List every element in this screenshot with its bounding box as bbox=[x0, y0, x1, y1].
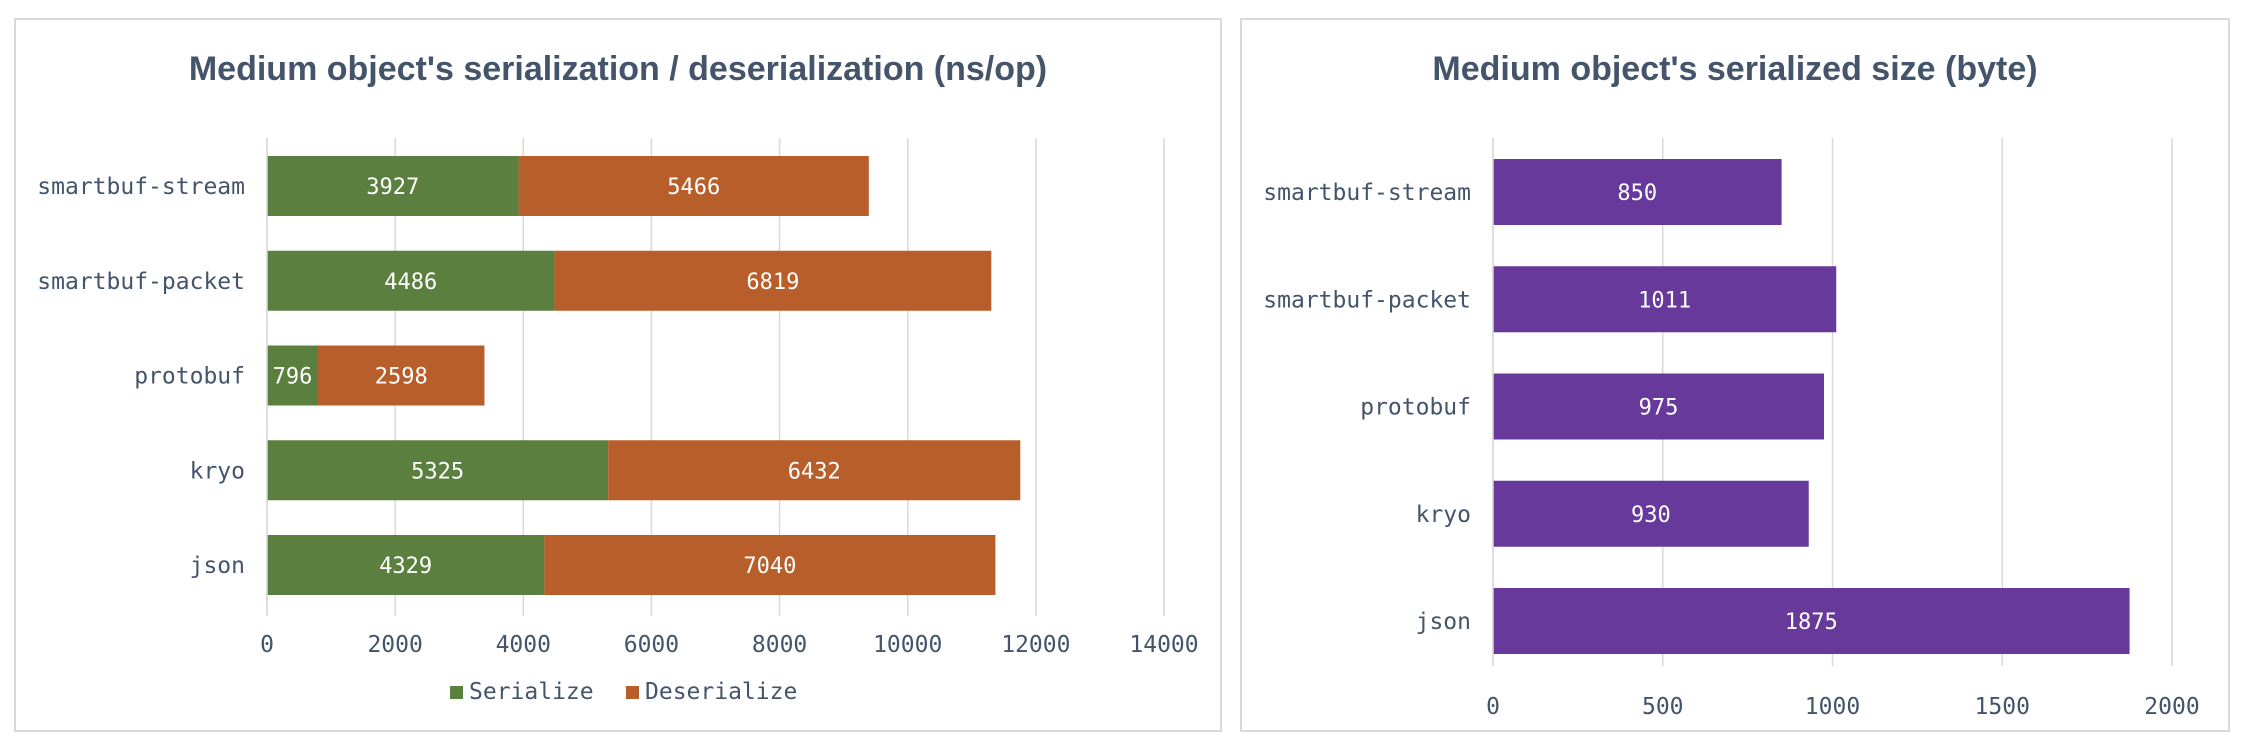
bar-value-label: 1011 bbox=[1638, 288, 1691, 313]
category-label: smartbuf-stream bbox=[1263, 180, 1471, 206]
x-tick-label: 1000 bbox=[1805, 694, 1860, 720]
category-label: kryo bbox=[1416, 502, 1471, 528]
x-tick-label: 6000 bbox=[624, 632, 679, 658]
x-tick-label: 4000 bbox=[496, 632, 551, 658]
x-tick-label: 0 bbox=[1486, 694, 1500, 720]
x-tick-label: 12000 bbox=[1001, 632, 1070, 658]
x-tick-label: 8000 bbox=[752, 632, 807, 658]
serialize-bar bbox=[267, 156, 519, 216]
category-label: json bbox=[190, 553, 245, 579]
bar-value-label: 850 bbox=[1617, 181, 1657, 206]
serialize-bar bbox=[267, 440, 609, 501]
size-bar bbox=[1493, 480, 1809, 547]
deserialize-bar bbox=[554, 250, 992, 311]
serialize-bar bbox=[267, 345, 319, 406]
time-chart-panel: Medium object's serialization / deserial… bbox=[14, 18, 1222, 732]
legend-serialize-swatch bbox=[450, 686, 463, 699]
serialize-bar bbox=[267, 250, 555, 311]
x-tick-label: 500 bbox=[1642, 694, 1684, 720]
bar-value-label: 6819 bbox=[746, 270, 799, 295]
bar-value-label: 975 bbox=[1639, 396, 1679, 421]
size-chart-panel: Medium object's serialized size (byte) 0… bbox=[1240, 18, 2230, 732]
size-bar bbox=[1493, 373, 1825, 440]
bar-value-label: 1875 bbox=[1785, 610, 1838, 635]
x-tick-label: 14000 bbox=[1129, 632, 1198, 658]
category-label: protobuf bbox=[134, 364, 245, 390]
category-label: smartbuf-packet bbox=[37, 269, 245, 295]
x-tick-label: 2000 bbox=[367, 632, 422, 658]
x-tick-label: 1500 bbox=[1975, 694, 2030, 720]
size-bar bbox=[1493, 266, 1837, 333]
bar-value-label: 796 bbox=[273, 365, 313, 390]
time-chart-title: Medium object's serialization / deserial… bbox=[188, 50, 1048, 88]
bar-value-label: 4486 bbox=[384, 270, 437, 295]
serialize-bar bbox=[267, 535, 545, 595]
bar-value-label: 3927 bbox=[366, 175, 419, 200]
category-label: json bbox=[1416, 609, 1471, 635]
deserialize-bar bbox=[318, 345, 485, 406]
legend-serialize-label: Serialize bbox=[469, 679, 594, 705]
deserialize-bar bbox=[544, 535, 996, 595]
size-chart-plot: 0 500 1000 1500 2000 smartbuf-stream 850 smartb… bbox=[1263, 138, 2200, 720]
size-bar bbox=[1493, 588, 2130, 654]
legend-deserialize-label: Deserialize bbox=[645, 679, 797, 705]
category-label: smartbuf-packet bbox=[1263, 287, 1471, 313]
size-bar bbox=[1493, 159, 1782, 225]
bar-value-label: 5325 bbox=[411, 459, 464, 484]
time-chart-plot: 0 2000 4000 6000 8000 10000 12000 14000 smartbuf… bbox=[37, 138, 1199, 705]
x-tick-label: 0 bbox=[260, 632, 274, 658]
legend-deserialize-swatch bbox=[626, 686, 639, 699]
category-label: smartbuf-stream bbox=[37, 174, 245, 200]
bar-value-label: 2598 bbox=[375, 365, 428, 390]
bar-value-label: 7040 bbox=[743, 554, 796, 579]
category-label: protobuf bbox=[1360, 395, 1471, 421]
size-chart-title: Medium object's serialized size (byte) bbox=[1432, 50, 2038, 88]
x-tick-label: 2000 bbox=[2144, 694, 2199, 720]
bar-value-label: 4329 bbox=[379, 554, 432, 579]
x-tick-label: 10000 bbox=[873, 632, 942, 658]
deserialize-bar bbox=[518, 156, 869, 216]
legend: Serialize Deserialize bbox=[450, 679, 797, 705]
bar-value-label: 930 bbox=[1631, 503, 1671, 528]
category-label: kryo bbox=[190, 458, 245, 484]
deserialize-bar bbox=[608, 440, 1021, 501]
bar-value-label: 5466 bbox=[667, 175, 720, 200]
bar-value-label: 6432 bbox=[788, 459, 841, 484]
